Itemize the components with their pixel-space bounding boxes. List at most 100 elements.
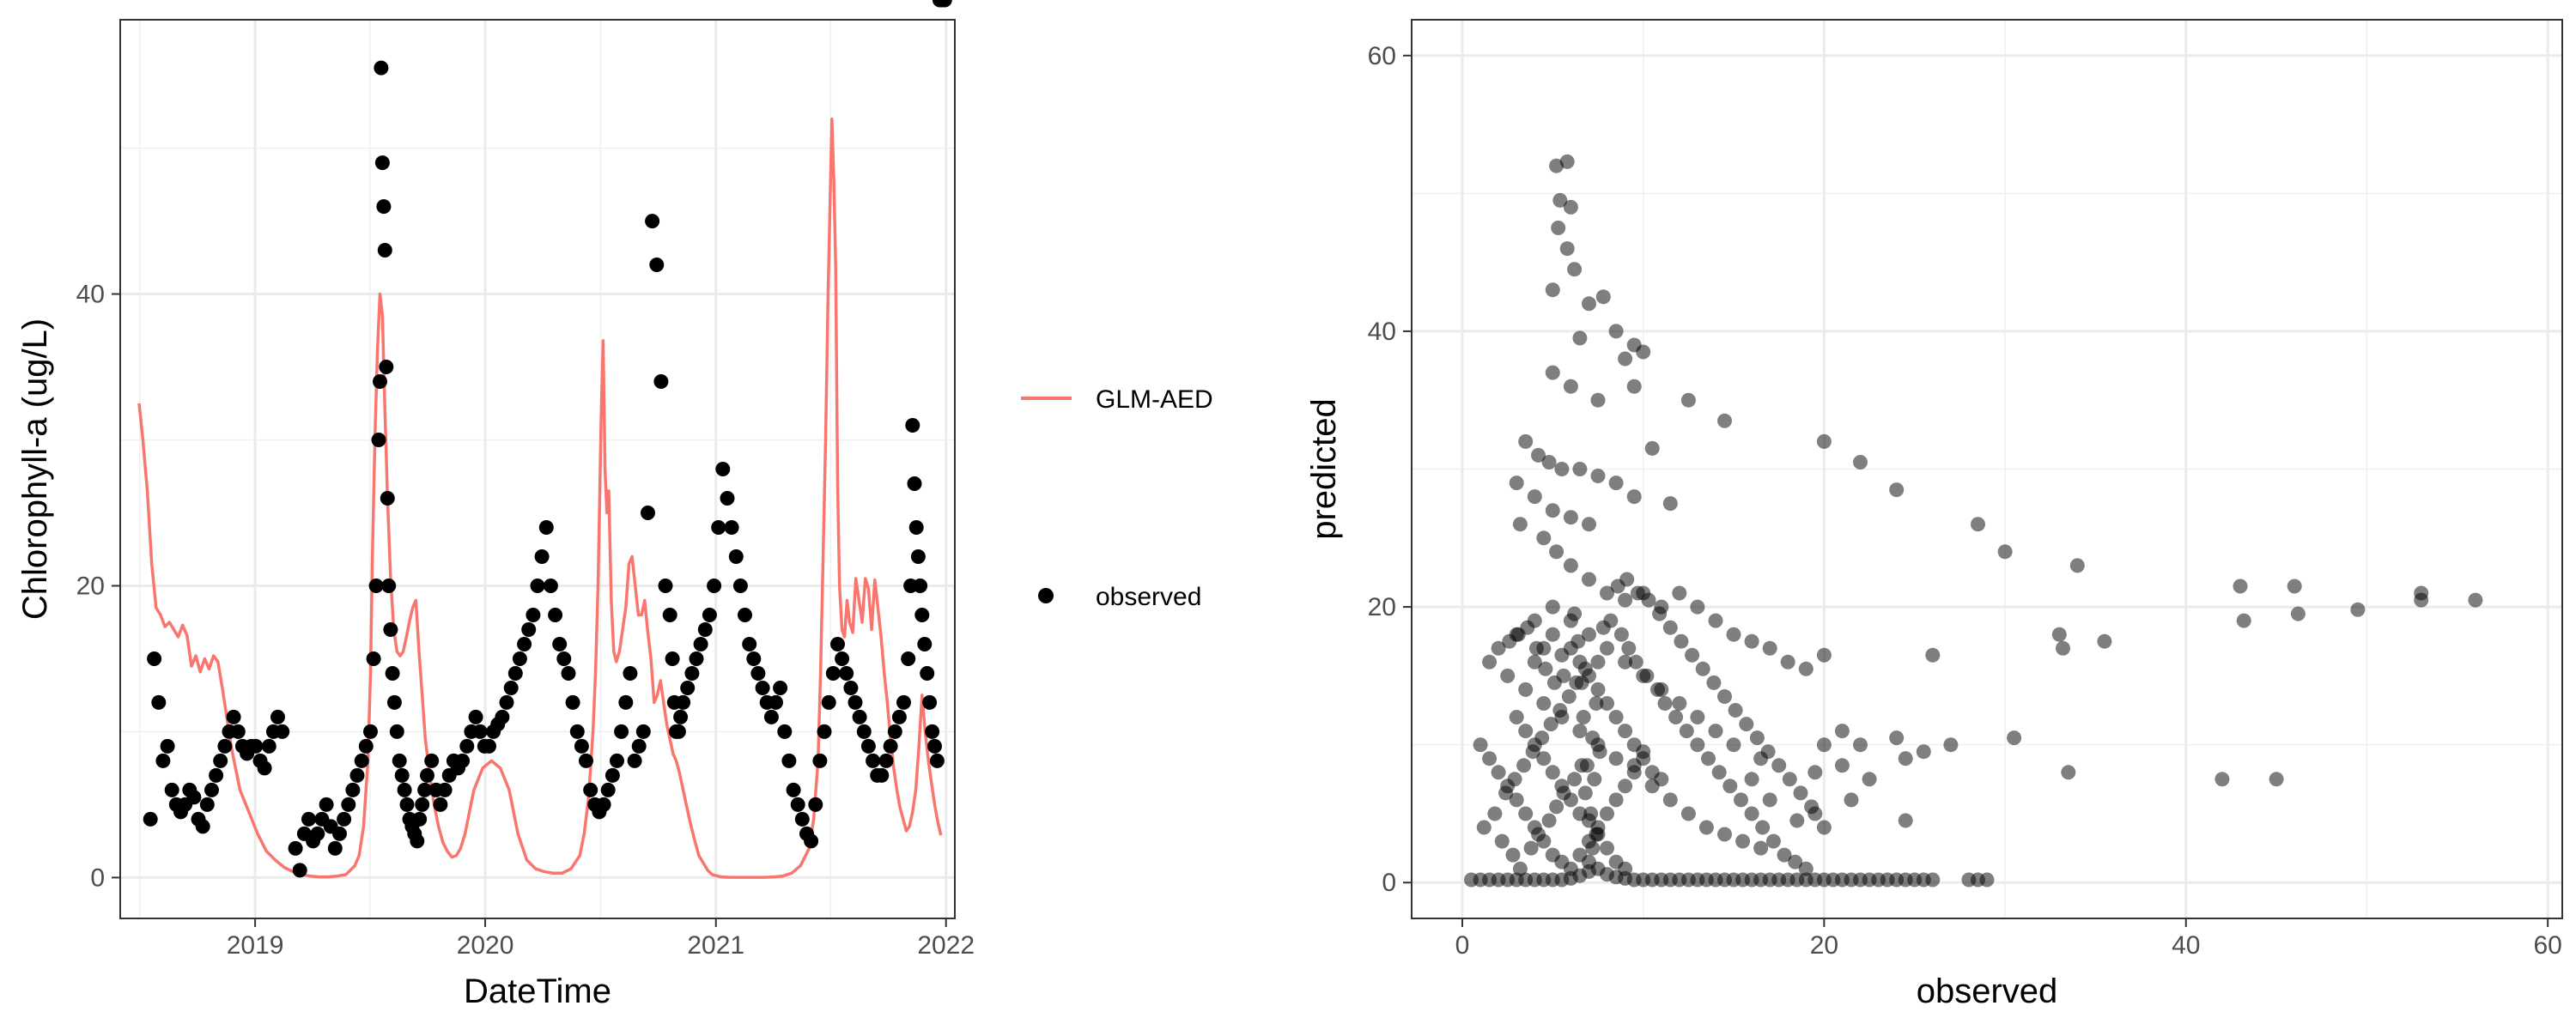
observed-point [155, 753, 171, 768]
scatter-point [1862, 772, 1877, 787]
observed-point [574, 738, 589, 754]
legend-label-observed: observed [1096, 583, 1201, 611]
scatter-point [1979, 872, 1995, 888]
scatter-point [1563, 199, 1578, 215]
scatter-point [1834, 758, 1850, 773]
observed-point [937, 0, 952, 8]
scatter-point [1685, 647, 1700, 663]
observed-point [310, 826, 325, 841]
legend-key-observed-point [1038, 588, 1054, 603]
observed-point [433, 797, 448, 812]
observed-point [641, 506, 655, 520]
scatter-y-tick-label: 0 [1382, 869, 1396, 897]
observed-point [732, 579, 748, 593]
legend-label-glm-aed: GLM-AED [1096, 385, 1213, 414]
scatter-point [1853, 455, 1868, 470]
scatter-point [1541, 813, 1557, 828]
scatter-point [1500, 668, 1516, 683]
observed-point [769, 694, 783, 710]
observed-point [420, 767, 434, 783]
observed-point [929, 753, 945, 768]
scatter-point [1739, 717, 1754, 732]
observed-point [786, 782, 801, 797]
observed-point [623, 666, 638, 681]
scatter-point [1708, 724, 1723, 739]
observed-point [389, 724, 404, 739]
observed-point [600, 782, 616, 797]
observed-point [917, 637, 933, 651]
scatter-point [1690, 599, 1705, 615]
observed-point [910, 549, 926, 564]
scatter-point [1536, 530, 1552, 546]
observed-point [631, 738, 647, 754]
observed-point [275, 724, 290, 739]
scatter-point [1726, 627, 1741, 642]
observed-point [569, 724, 585, 739]
scatter-point [1618, 654, 1633, 670]
scatter-point [1695, 661, 1710, 676]
scatter-point [1536, 751, 1552, 766]
scatter-point [1595, 289, 1611, 305]
observed-point [199, 797, 215, 812]
observed-point [499, 694, 514, 710]
observed-point [437, 782, 453, 797]
scatter-point [1652, 606, 1668, 621]
scatter-point [1509, 476, 1524, 491]
scatter-point [2236, 613, 2251, 628]
scatter-point [1589, 696, 1604, 711]
observed-point [358, 738, 374, 754]
scatter-point [1680, 806, 1696, 821]
scatter-point [1549, 799, 1564, 815]
observed-point [746, 651, 762, 666]
scatter-point [1798, 861, 1814, 876]
observed-point [808, 797, 823, 812]
scatter-point [1582, 517, 1596, 532]
scatter-point [1618, 592, 1633, 608]
observed-point [835, 651, 850, 666]
scatter-point [1545, 365, 1560, 380]
scatter-x-tick-label: 40 [2172, 931, 2200, 960]
scatter-point [1613, 627, 1629, 642]
observed-point [534, 549, 550, 564]
scatter-point [1621, 640, 1637, 656]
scatter-point [1509, 792, 1524, 808]
scatter-point [1554, 462, 1570, 476]
observed-point [693, 637, 708, 651]
observed-point [905, 418, 920, 433]
observed-point [412, 811, 428, 827]
observed-point [543, 579, 558, 593]
observed-point [377, 243, 392, 258]
observed-point [883, 738, 898, 754]
scatter-point [1749, 730, 1765, 746]
observed-point [913, 579, 928, 593]
observed-point [507, 666, 523, 681]
scatter-y-tick-label: 20 [1368, 593, 1396, 621]
observed-point [383, 622, 398, 637]
scatter-point [1527, 489, 1542, 505]
scatter-point [1630, 585, 1645, 601]
scatter-point [1650, 682, 1665, 697]
observed-point [614, 724, 629, 739]
scatter-point [1943, 737, 1959, 753]
scatter-point [1473, 737, 1488, 753]
scatter-x-tick-label: 0 [1455, 931, 1470, 960]
scatter-point [1556, 668, 1571, 683]
observed-point [839, 666, 854, 681]
scatter-point [1608, 751, 1624, 766]
scatter-point [1518, 682, 1534, 697]
scatter-point [1528, 640, 1544, 656]
scatter-point [1527, 654, 1542, 670]
observed-point [635, 724, 651, 739]
scatter-point [1679, 724, 1694, 739]
scatter-point [1582, 627, 1596, 642]
scatter-point [1771, 758, 1787, 773]
scatter-point [1706, 675, 1722, 690]
observed-point [920, 666, 935, 681]
observed-point [332, 826, 347, 841]
observed-point [319, 797, 334, 812]
observed-point [472, 724, 488, 739]
scatter-y-tick-label: 60 [1368, 42, 1396, 70]
observed-point [424, 753, 440, 768]
scatter-point [1583, 806, 1599, 821]
scatter-point [1816, 433, 1832, 449]
